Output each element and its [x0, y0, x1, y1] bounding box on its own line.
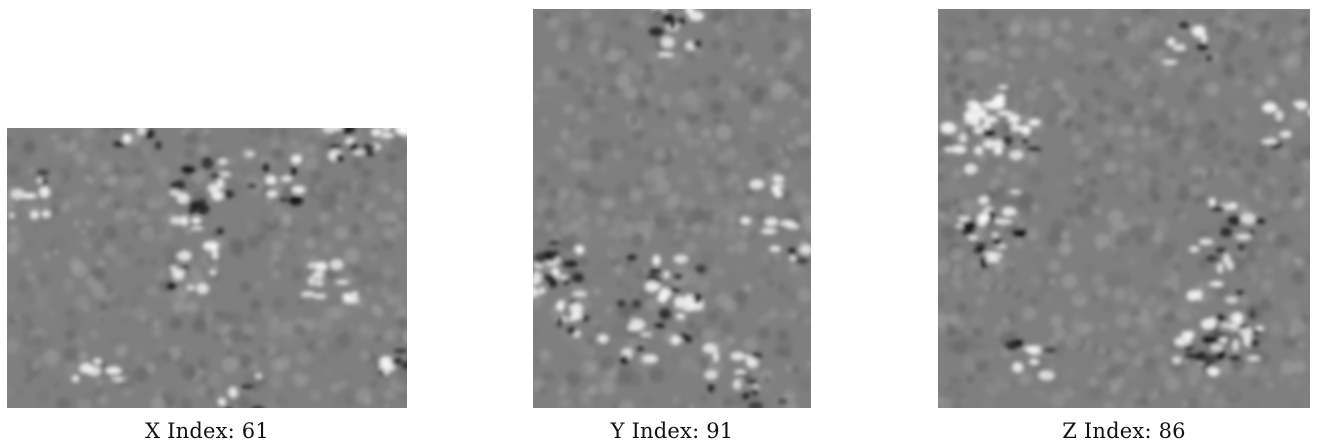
y-slice-caption: Y Index: 91 — [610, 419, 734, 443]
x-slice-texture — [7, 128, 407, 408]
x-slice-caption: X Index: 61 — [145, 419, 269, 443]
y-slice-image — [533, 9, 811, 408]
x-slice-image — [7, 128, 407, 408]
y-slice-texture — [533, 9, 811, 408]
z-slice-caption: Z Index: 86 — [1062, 419, 1186, 443]
z-slice-texture — [938, 9, 1310, 408]
z-slice-image — [938, 9, 1310, 408]
